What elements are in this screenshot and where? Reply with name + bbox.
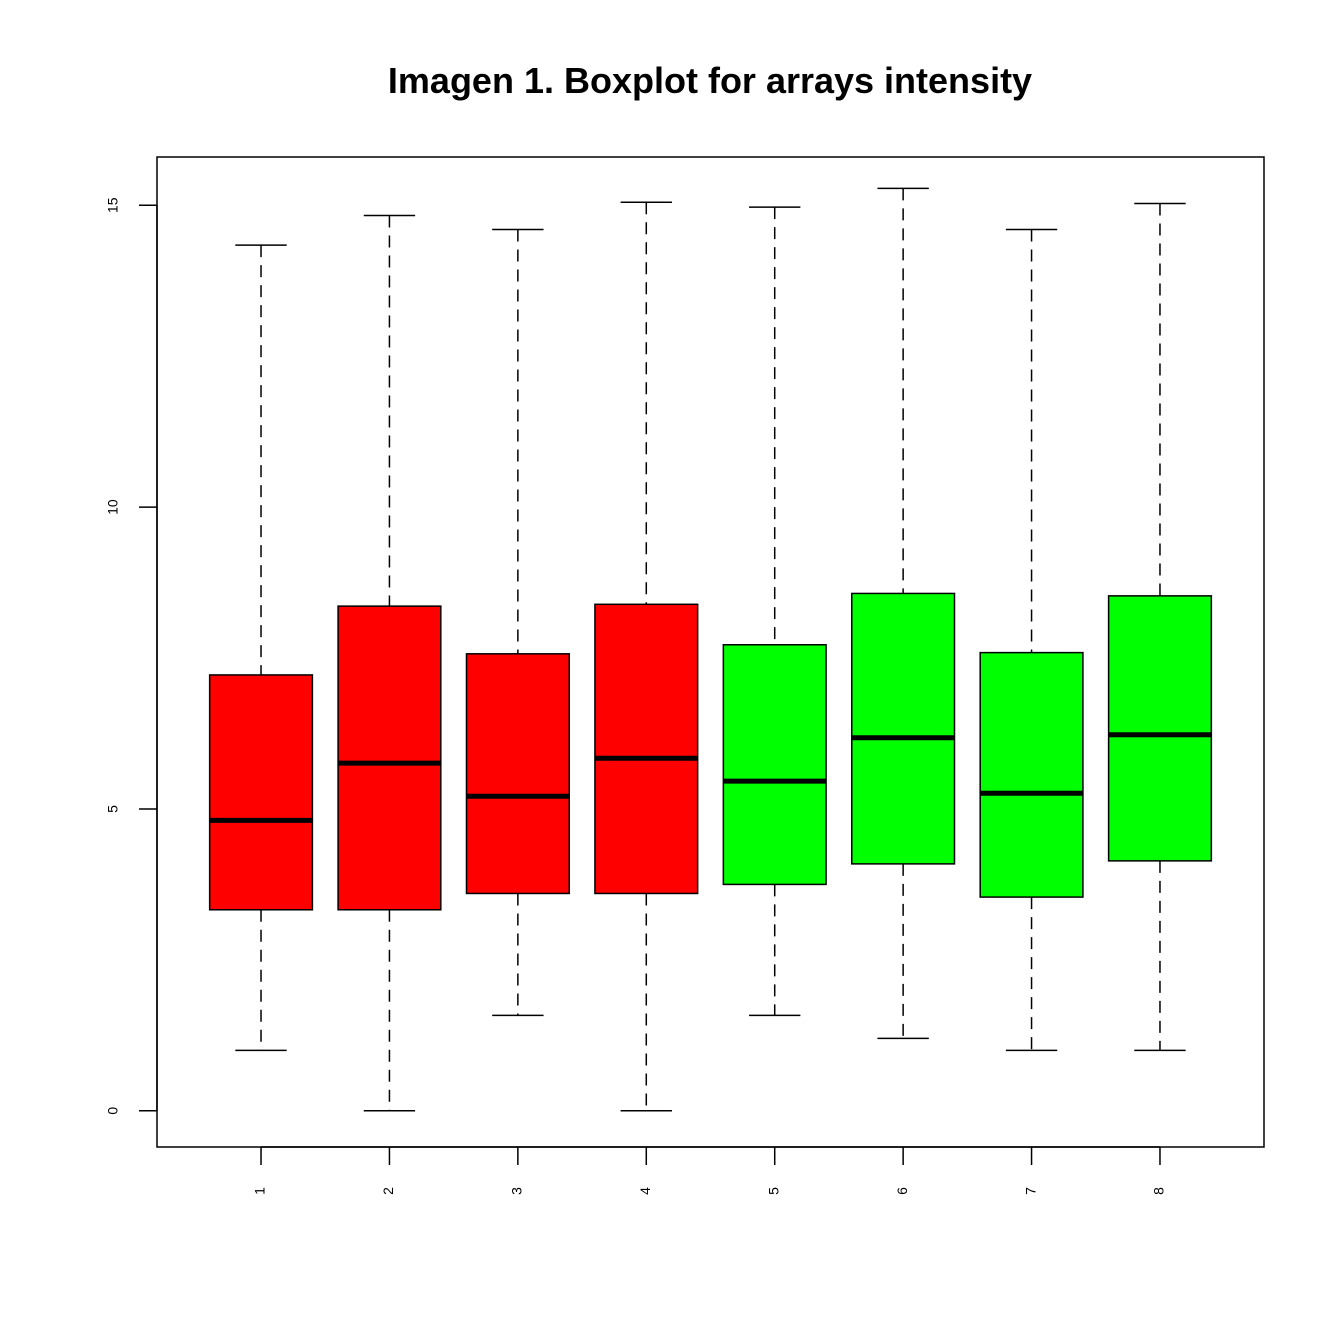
x-tick-label-4: 4 <box>637 1187 653 1195</box>
y-tick-label: 15 <box>105 197 121 213</box>
box-iqr <box>852 593 955 863</box>
y-tick-label: 5 <box>105 805 121 813</box>
x-tick-label-5: 5 <box>765 1187 781 1195</box>
box-iqr <box>1109 596 1212 861</box>
box-6 <box>852 188 955 1038</box>
box-2 <box>338 216 441 1111</box>
chart-title: Imagen 1. Boxplot for arrays intensity <box>388 60 1032 101</box>
box-iqr <box>595 604 698 893</box>
x-tick-label-2: 2 <box>380 1187 396 1195</box>
box-iqr <box>980 653 1083 897</box>
plot-frame <box>157 157 1264 1147</box>
box-1 <box>210 245 313 1050</box>
box-iqr <box>210 675 313 910</box>
box-4 <box>595 202 698 1111</box>
box-iqr <box>466 654 569 894</box>
x-tick-label-6: 6 <box>894 1187 910 1195</box>
box-5 <box>723 207 826 1015</box>
y-tick-label: 0 <box>105 1107 121 1115</box>
x-tick-label-1: 1 <box>252 1187 268 1195</box>
y-tick-label: 10 <box>105 499 121 515</box>
box-iqr <box>338 606 441 910</box>
x-axis: 1 2 3 4 5 6 7 8 <box>252 1147 1167 1195</box>
x-tick-label-3: 3 <box>509 1187 525 1195</box>
x-tick-label-8: 8 <box>1151 1187 1167 1195</box>
box-8 <box>1109 203 1212 1050</box>
box-iqr <box>723 645 826 885</box>
box-3 <box>466 229 569 1015</box>
boxes-group <box>210 188 1212 1110</box>
box-7 <box>980 229 1083 1050</box>
x-tick-label-7: 7 <box>1022 1187 1038 1195</box>
y-axis: 0 5 10 15 <box>105 197 157 1114</box>
